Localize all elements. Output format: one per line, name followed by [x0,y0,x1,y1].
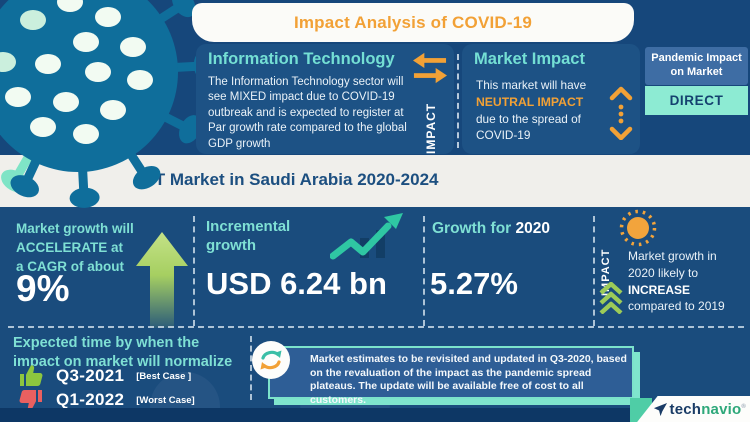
growth-label-text: Growth for [432,220,512,237]
impact-line3: compared to 2019 [628,299,725,314]
it-panel-body: The Information Technology sector will s… [208,76,407,150]
section-divider [8,326,744,328]
refresh-arrows-icon [260,350,282,370]
impact-description: Market growth in 2020 likely to INCREASE… [628,248,748,315]
cagr-line2: ACCELERATE at [16,240,124,256]
header-title: Impact Analysis of COVID-19 [293,12,533,32]
update-note-text: Market estimates to be revisited and upd… [310,353,627,406]
market-line2: due to the spread of [476,111,581,126]
stats-divider-3 [593,216,595,326]
worst-case-tag: [Worst Case] [136,394,195,406]
incremental-line2: growth [206,236,256,254]
impact-highlight: INCREASE [628,282,691,297]
best-case-value: Q3-2021 [56,366,125,385]
market-line3: COVID-19 [476,128,531,143]
incremental-line1: Incremental [206,218,291,235]
normalize-heading-line1: Expected time by when the [13,335,200,351]
neutral-updown-arrow-icon [609,86,633,140]
pandemic-impact-label: Pandemic Impact on Market [645,47,748,85]
information-technology-panel: Information Technology The Information T… [196,44,454,154]
it-panel-title: Information Technology [208,50,395,68]
cagr-value: 9% [16,268,70,309]
market-impact-panel: Market Impact This market will have NEUT… [462,44,640,154]
stats-divider-1 [193,216,195,326]
market-highlight: NEUTRAL IMPACT [476,94,584,109]
pandemic-impact-value-badge: DIRECT [645,86,748,115]
market-panel-body: This market will have NEUTRAL IMPACT due… [476,77,586,144]
logo-tech-text: tech [669,400,702,418]
pandemic-impact-value-text: DIRECT [669,93,724,108]
technavio-plane-icon [653,402,667,416]
normalize-heading: Expected time by when the impact on mark… [13,334,232,371]
normalize-heading-line2: impact on market will normalize [13,353,233,370]
impact-line2: 2020 likely to [628,265,699,280]
trend-up-chart-icon [330,213,403,260]
sun-virus-icon [619,209,657,247]
best-case-row: Q3-2021 [Best Case ] [18,364,191,388]
worst-case-value: Q1-2022 [56,390,125,409]
update-note-box: Market estimates to be revisited and upd… [268,346,634,406]
cagr-line1: Market growth will [16,221,134,236]
thumbs-down-icon [19,390,42,411]
technavio-logo: technavio® [637,396,750,422]
normalize-note-divider [250,336,252,400]
cagr-line3: a CAGR of about [16,259,124,275]
worst-case-row: Q1-2022 [Worst Case] [18,388,195,412]
incremental-growth-label: Incremental growth [206,218,290,256]
footer-bar [0,408,750,422]
header-banner: Impact Analysis of COVID-19 [192,3,634,42]
top-panel-divider [457,54,459,148]
stats-divider-2 [423,216,425,326]
refresh-icon [252,341,290,379]
logo-navio-text: navio [701,400,742,418]
triple-chevron-up-icon [599,282,623,314]
thumbs-up-icon [20,365,43,386]
growth-up-arrow-icon [136,232,188,328]
report-title: IT Market in Saudi Arabia 2020-2024 [150,170,439,189]
growth-2020-value: 5.27% [430,266,518,301]
incremental-growth-value: USD 6.24 bn [206,266,387,301]
market-title-band: IT Market in Saudi Arabia 2020-2024 [0,155,750,207]
impact-line1: Market growth in [628,249,717,263]
market-panel-title: Market Impact [474,50,585,68]
growth-2020-label: Growth for 2020 [432,220,550,238]
mixed-impact-arrows-icon [413,52,447,84]
logo-registered-mark: ® [741,403,746,410]
best-case-tag: [Best Case ] [136,370,192,382]
cagr-stat-label: Market growth will ACCELERATE at a CAGR … [16,219,134,276]
technavio-wordmark: technavio® [670,401,746,418]
growth-label-year: 2020 [515,220,551,237]
market-line1: This market will have [476,78,587,92]
pandemic-impact-label-text: Pandemic Impact on Market [651,52,742,78]
